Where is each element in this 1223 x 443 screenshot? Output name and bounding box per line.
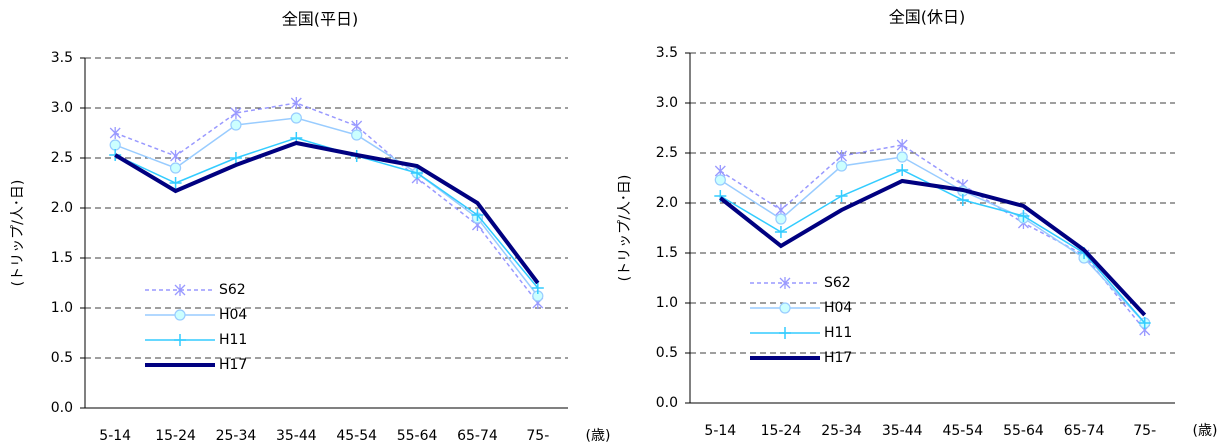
- series-line: [114, 140, 540, 285]
- y-tick-label: 2.0: [51, 200, 73, 216]
- x-tick-label: 35-44: [276, 428, 317, 443]
- x-tick-label: 65-74: [457, 428, 498, 443]
- x-tick-label: 65-74: [1064, 423, 1105, 439]
- point-marker: [230, 119, 242, 131]
- point-marker: [836, 150, 848, 162]
- series-line: [114, 102, 539, 304]
- x-axis-unit: (歳): [586, 428, 611, 443]
- x-tick-label: 25-34: [216, 428, 257, 443]
- y-axis-label: (トリップ/人･日): [10, 180, 26, 287]
- x-tick-label: 35-44: [882, 423, 923, 439]
- point-marker: [290, 112, 302, 124]
- series-line: [114, 137, 539, 289]
- point-marker: [531, 282, 544, 294]
- y-tick-label: 2.5: [656, 145, 678, 161]
- y-tick-label: 1.0: [51, 300, 73, 316]
- legend-marker: [174, 284, 186, 296]
- point-marker: [471, 209, 484, 221]
- legend-marker: [779, 277, 791, 289]
- x-tick-label: 15-24: [155, 428, 196, 443]
- y-tick-label: 0.5: [656, 345, 678, 361]
- point-marker: [411, 167, 424, 179]
- x-tick-label: 5-14: [704, 423, 736, 439]
- y-tick-label: 2.5: [51, 150, 73, 166]
- point-marker: [290, 97, 302, 109]
- point-marker: [230, 107, 242, 119]
- point-marker: [109, 127, 121, 139]
- y-tick-label: 1.0: [656, 295, 678, 311]
- x-tick-label: 75-: [526, 428, 549, 443]
- legend-marker: [174, 309, 186, 321]
- legend-label: H04: [219, 307, 247, 323]
- y-tick-label: 0.0: [51, 400, 73, 416]
- point-marker: [835, 190, 848, 202]
- point-marker: [229, 152, 242, 164]
- legend-label: H11: [824, 325, 852, 341]
- point-marker: [1017, 210, 1030, 222]
- point-marker: [170, 150, 182, 162]
- point-marker: [1138, 317, 1151, 329]
- y-tick-label: 3.0: [656, 95, 678, 111]
- legend-label: H11: [219, 332, 247, 348]
- point-marker: [956, 194, 969, 206]
- x-tick-label: 45-54: [336, 428, 377, 443]
- y-tick-label: 1.5: [656, 245, 678, 261]
- legend-marker: [779, 327, 791, 339]
- x-tick-label: 55-64: [1003, 423, 1044, 439]
- x-tick-label: 75-: [1133, 423, 1156, 439]
- y-tick-label: 3.0: [51, 100, 73, 116]
- x-tick-label: 15-24: [761, 423, 802, 439]
- x-axis-unit: (歳): [1193, 423, 1218, 439]
- point-marker: [169, 162, 182, 174]
- legend-marker: [174, 334, 186, 346]
- y-tick-label: 1.5: [51, 250, 73, 266]
- point-marker: [169, 177, 182, 189]
- y-axis-label: (トリップ/人･日): [617, 175, 633, 282]
- point-marker: [835, 160, 848, 172]
- point-marker: [775, 213, 787, 225]
- legend-label: H17: [824, 350, 852, 366]
- legend-label: S62: [219, 282, 246, 298]
- x-tick-label: 5-14: [99, 428, 131, 443]
- series-line: [719, 144, 1146, 331]
- y-tick-label: 3.5: [51, 50, 73, 66]
- point-marker: [714, 174, 726, 186]
- legend-marker: [779, 302, 791, 314]
- point-marker: [351, 129, 363, 141]
- y-tick-label: 0.5: [51, 350, 73, 366]
- x-tick-label: 45-54: [942, 423, 983, 439]
- series-line: [719, 178, 1147, 317]
- y-tick-label: 3.5: [656, 45, 678, 61]
- point-marker: [896, 164, 909, 176]
- y-tick-label: 0.0: [656, 395, 678, 411]
- point-marker: [774, 226, 787, 238]
- point-marker: [109, 139, 121, 151]
- x-tick-label: 25-34: [821, 423, 862, 439]
- legend-label: S62: [824, 275, 851, 291]
- point-marker: [896, 139, 908, 151]
- point-marker: [896, 151, 908, 163]
- x-tick-label: 55-64: [397, 428, 438, 443]
- chart-title: 全国(休日): [889, 8, 966, 27]
- chart-title: 全国(平日): [282, 10, 359, 29]
- series-line: [114, 117, 539, 297]
- y-tick-label: 2.0: [656, 195, 678, 211]
- series-line: [719, 156, 1146, 324]
- legend-label: H17: [219, 357, 247, 373]
- legend-label: H04: [824, 300, 852, 316]
